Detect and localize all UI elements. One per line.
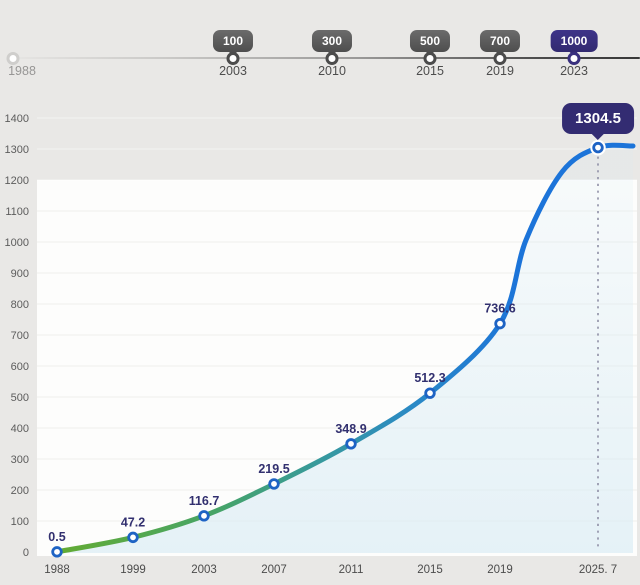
data-point-2007[interactable] xyxy=(268,478,280,490)
x-tick-2011: 2011 xyxy=(339,564,364,576)
x-tick-2003: 2003 xyxy=(191,564,217,576)
y-tick-200: 200 xyxy=(11,485,29,497)
series-area-fill xyxy=(57,145,633,553)
milestone-badge-500[interactable]: 500 xyxy=(409,30,451,52)
y-tick-400: 400 xyxy=(11,423,29,435)
y-tick-1400: 1400 xyxy=(5,113,29,125)
y-tick-0: 0 xyxy=(23,547,29,559)
data-point-1988[interactable] xyxy=(51,546,63,558)
y-tick-700: 700 xyxy=(11,330,29,342)
y-tick-600: 600 xyxy=(11,361,29,373)
milestone-badge-1000[interactable]: 1000 xyxy=(550,30,598,52)
x-tick-1999: 1999 xyxy=(120,564,146,576)
x-tick-2015: 2015 xyxy=(417,564,443,576)
y-tick-1300: 1300 xyxy=(5,144,29,156)
milestone-dot-2003[interactable] xyxy=(226,52,240,65)
y-tick-1200: 1200 xyxy=(5,175,29,187)
data-point-2025. 7[interactable] xyxy=(592,141,604,154)
data-label-2019: 736.6 xyxy=(484,302,515,316)
milestone-dot-2023[interactable] xyxy=(567,52,581,65)
y-tick-1100: 1100 xyxy=(5,206,29,218)
milestone-dot-2010[interactable] xyxy=(325,52,339,65)
data-label-2007: 219.5 xyxy=(258,462,289,476)
milestone-dot-2019[interactable] xyxy=(493,52,507,65)
x-tick-2019: 2019 xyxy=(487,564,513,576)
data-point-halo xyxy=(590,139,606,156)
value-callout: 1304.5 xyxy=(562,103,634,134)
milestone-year-2023: 2023 xyxy=(560,64,588,78)
milestone-dot-1988[interactable] xyxy=(6,52,20,65)
data-point-1999[interactable] xyxy=(127,531,139,544)
milestone-year-1988: 1988 xyxy=(8,64,36,78)
milestone-year-2019: 2019 xyxy=(486,64,514,78)
milestone-timeline: 1988 100 2003 300 2010 500 2015 700 2019 1000 2023 xyxy=(0,0,640,95)
data-point-2011[interactable] xyxy=(345,438,357,450)
milestone-year-2003: 2003 xyxy=(219,64,247,78)
data-label-2003: 116.7 xyxy=(189,494,220,508)
y-tick-800: 800 xyxy=(11,299,29,311)
milestone-badge-700[interactable]: 700 xyxy=(479,30,521,52)
data-label-1999: 47.2 xyxy=(121,515,145,529)
y-tick-1000: 1000 xyxy=(5,237,29,249)
x-tick-2007: 2007 xyxy=(261,564,287,576)
x-tick-20257: 2025. 7 xyxy=(579,564,617,576)
x-tick-1988: 1988 xyxy=(44,564,70,576)
data-label-1988: 0.5 xyxy=(48,530,65,544)
milestone-badge-300[interactable]: 300 xyxy=(311,30,353,52)
data-label-2011: 348.9 xyxy=(335,422,366,436)
data-point-2019[interactable] xyxy=(494,317,506,330)
y-tick-900: 900 xyxy=(11,268,29,280)
y-tick-100: 100 xyxy=(11,516,29,528)
milestone-dot-2015[interactable] xyxy=(423,52,437,65)
milestone-year-2010: 2010 xyxy=(318,64,346,78)
y-tick-500: 500 xyxy=(11,392,29,404)
y-tick-300: 300 xyxy=(11,454,29,466)
data-point-2003[interactable] xyxy=(198,510,210,522)
data-label-2015: 512.3 xyxy=(414,371,445,385)
callout-value: 1304.5 xyxy=(575,110,621,127)
milestone-year-2015: 2015 xyxy=(416,64,444,78)
milestone-badge-100[interactable]: 100 xyxy=(212,30,254,52)
data-point-2015[interactable] xyxy=(424,387,436,399)
